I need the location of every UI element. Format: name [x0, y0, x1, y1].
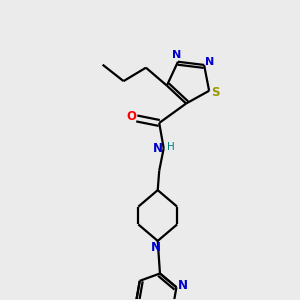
Text: H: H — [167, 142, 175, 152]
Text: N: N — [206, 57, 215, 67]
Text: S: S — [212, 86, 220, 99]
Text: N: N — [178, 279, 188, 292]
Text: N: N — [172, 50, 181, 60]
Text: O: O — [126, 110, 136, 124]
Text: N: N — [153, 142, 163, 155]
Text: N: N — [151, 241, 161, 254]
